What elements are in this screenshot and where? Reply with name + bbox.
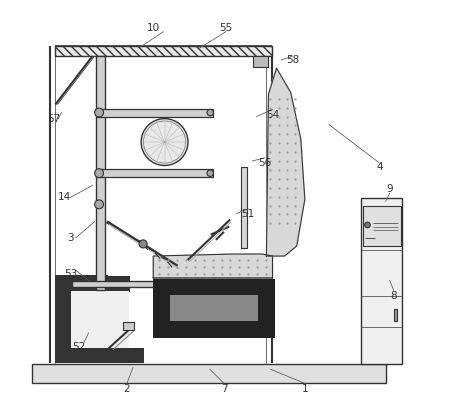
Text: 55: 55 [219, 23, 232, 33]
Text: 54: 54 [265, 109, 279, 120]
Bar [123, 322, 134, 330]
Text: 56: 56 [257, 158, 271, 168]
Text: 14: 14 [58, 193, 71, 202]
Bar [96, 56, 105, 291]
Bar [55, 46, 271, 56]
Circle shape [94, 108, 103, 117]
Bar [361, 198, 401, 364]
Text: 3: 3 [67, 233, 74, 243]
Text: 4: 4 [376, 162, 382, 172]
Text: 8: 8 [390, 291, 396, 302]
Bar [170, 295, 257, 321]
Polygon shape [266, 68, 304, 256]
Bar [96, 169, 212, 177]
Bar [55, 276, 71, 363]
Circle shape [94, 200, 103, 209]
Bar [71, 291, 129, 348]
Bar [153, 278, 272, 295]
Text: 57: 57 [47, 114, 61, 124]
Bar [362, 206, 400, 246]
Bar [55, 275, 108, 291]
Text: 7: 7 [220, 384, 227, 394]
Circle shape [139, 240, 147, 248]
Circle shape [207, 109, 213, 116]
Text: 51: 51 [241, 209, 254, 219]
Text: 53: 53 [64, 269, 77, 279]
Text: 52: 52 [72, 342, 85, 352]
Bar [253, 55, 268, 67]
Text: 2: 2 [124, 384, 130, 394]
Text: 58: 58 [285, 55, 299, 65]
Bar [153, 321, 272, 338]
Bar [55, 348, 144, 363]
Polygon shape [153, 254, 272, 278]
Text: 10: 10 [147, 23, 160, 33]
Circle shape [143, 121, 185, 163]
Bar [32, 364, 385, 383]
Bar [240, 167, 247, 248]
Circle shape [141, 118, 188, 166]
Bar [55, 276, 130, 292]
Circle shape [364, 222, 369, 228]
Text: 1: 1 [301, 384, 308, 394]
Bar [393, 309, 396, 321]
Circle shape [207, 170, 213, 176]
Bar [96, 109, 212, 116]
Bar [72, 281, 181, 287]
Bar [153, 277, 170, 338]
Bar [257, 279, 274, 338]
Circle shape [94, 169, 103, 177]
Text: 9: 9 [386, 184, 392, 195]
